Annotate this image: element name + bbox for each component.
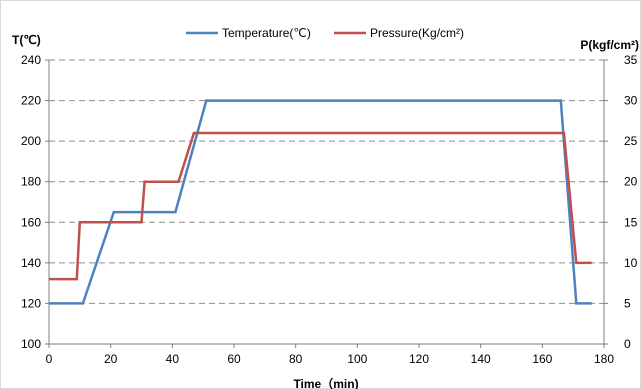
x-tick-label: 80: [289, 352, 303, 366]
series-line-temperature: [49, 99, 592, 305]
series-line-pressure: [49, 131, 592, 281]
y-left-tick-label: 200: [21, 134, 41, 148]
x-tick-label: 140: [471, 352, 491, 366]
x-tick-label: 120: [409, 352, 429, 366]
axes: [45, 59, 608, 348]
y-left-tick-label: 180: [21, 175, 41, 189]
x-tick-label: 180: [594, 352, 614, 366]
y-right-tick-label: 5: [624, 296, 631, 310]
y-left-tick-label: 100: [21, 337, 41, 351]
y-right-tick-label: 20: [624, 175, 638, 189]
left-axis-title: T(℃): [12, 33, 41, 47]
x-tick-label: 160: [532, 352, 552, 366]
x-tick-label: 0: [46, 352, 53, 366]
y-right-tick-label: 35: [624, 53, 638, 67]
series: [49, 99, 592, 305]
legend-label-temperature: Temperature(℃): [222, 26, 311, 40]
y-right-tick-label: 25: [624, 134, 638, 148]
x-tick-label: 20: [104, 352, 118, 366]
y-right-tick-label: 10: [624, 256, 638, 270]
x-axis-title: Time（min): [293, 376, 358, 389]
right-axis-title: P(kgf/cm²): [580, 38, 639, 52]
y-right-tick-label: 0: [624, 337, 631, 351]
legend: Temperature(℃) Pressure(Kg/cm²): [186, 26, 464, 40]
y-left-tick-label: 120: [21, 296, 41, 310]
x-tick-label: 100: [347, 352, 367, 366]
y-left-tick-label: 240: [21, 53, 41, 67]
legend-label-pressure: Pressure(Kg/cm²): [370, 26, 464, 40]
x-tick-label: 60: [227, 352, 241, 366]
y-left-tick-label: 140: [21, 256, 41, 270]
y-right-tick-label: 15: [624, 215, 638, 229]
y-left-tick-label: 220: [21, 94, 41, 108]
y-left-tick-label: 160: [21, 215, 41, 229]
tick-labels: 0 20 40 60 80 100 120 140 160 1801001201401601802…: [21, 53, 638, 366]
y-right-tick-label: 30: [624, 94, 638, 108]
x-tick-label: 40: [166, 352, 180, 366]
